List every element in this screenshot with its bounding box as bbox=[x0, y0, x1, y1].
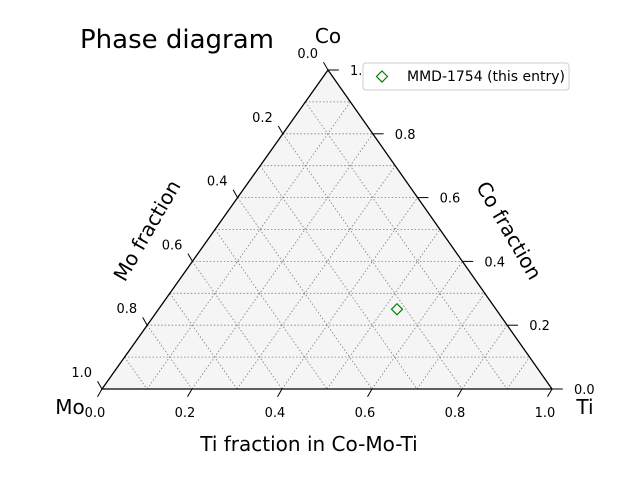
grid-line bbox=[506, 356, 530, 390]
chart-title: Phase diagram bbox=[80, 25, 274, 55]
data-points bbox=[390, 302, 404, 316]
legend-marker-shape bbox=[375, 70, 389, 83]
tick-label-bottom: 0.0 bbox=[85, 406, 106, 421]
tick-label-right: 0.8 bbox=[395, 128, 416, 143]
tick-mark-left bbox=[277, 125, 284, 135]
tick-label-right: 0.2 bbox=[529, 319, 550, 334]
tick-label-left: 0.8 bbox=[117, 302, 138, 317]
grid-line bbox=[305, 101, 508, 390]
legend-marker-diamond bbox=[375, 70, 389, 83]
grid-lines bbox=[124, 101, 530, 390]
vertex-label-left: Mo bbox=[55, 395, 85, 419]
grid-line bbox=[124, 356, 148, 390]
grid-line bbox=[237, 197, 373, 390]
tick-label-bottom: 1.0 bbox=[535, 406, 556, 421]
tick-mark-bottom bbox=[97, 388, 103, 398]
triangle-border bbox=[100, 68, 554, 390]
axis-label-right: Co fraction bbox=[471, 177, 546, 284]
vertex-label-right: Ti bbox=[575, 395, 593, 419]
grid-line bbox=[282, 133, 463, 390]
grid-line bbox=[146, 101, 351, 390]
tick-mark-bottom bbox=[187, 388, 193, 398]
grid-line bbox=[371, 261, 463, 390]
tick-label-left: 0.4 bbox=[207, 175, 228, 190]
legend-entry-label: MMD-1754 (this entry) bbox=[407, 69, 565, 85]
tick-label-right: 0.6 bbox=[440, 192, 461, 207]
tick-mark-left bbox=[187, 253, 193, 262]
tick-label-left: 0.2 bbox=[252, 111, 273, 126]
tick-mark-bottom bbox=[547, 388, 553, 398]
grid-line bbox=[236, 165, 396, 390]
legend-box bbox=[362, 62, 570, 91]
legend: MMD-1754 (this entry) bbox=[362, 62, 570, 91]
grid-line bbox=[461, 324, 508, 390]
tick-label-bottom: 0.2 bbox=[175, 406, 196, 421]
tick-mark-left bbox=[232, 189, 239, 198]
grid-line bbox=[214, 229, 328, 390]
tick-label-left: 0.0 bbox=[297, 47, 318, 62]
tick-label-bottom: 0.4 bbox=[265, 406, 286, 421]
tick-mark-bottom bbox=[277, 388, 283, 398]
vertex-label-top: Co bbox=[315, 24, 341, 48]
axis-label-bottom: Ti fraction in Co-Mo-Ti bbox=[199, 432, 417, 456]
tick-label-left: 0.6 bbox=[162, 238, 183, 253]
axis-label-left: Mo fraction bbox=[108, 176, 185, 286]
grid-line bbox=[146, 324, 193, 390]
tick-label-right: 0.0 bbox=[574, 383, 595, 398]
grid-line bbox=[192, 261, 283, 390]
tick-mark-left bbox=[323, 61, 329, 71]
tick-label-left: 1.0 bbox=[71, 366, 92, 381]
tick-mark-bottom bbox=[457, 388, 463, 398]
tick-mark-left bbox=[97, 380, 103, 390]
grid-line bbox=[326, 229, 441, 390]
grid-line bbox=[281, 197, 418, 390]
tick-label-bottom: 0.8 bbox=[445, 406, 466, 421]
tick-label-right: 0.4 bbox=[484, 255, 505, 270]
tick-mark-bottom bbox=[367, 388, 373, 398]
axis-ticks: 0.0 0.2 0.4 0.6 0.8 1.0 0.0 0.2 0.4 0.6 0.8 1.0 0.0 0… bbox=[71, 47, 594, 421]
tick-label-bottom: 0.6 bbox=[355, 406, 376, 421]
tick-mark-left bbox=[142, 317, 148, 326]
data-point bbox=[390, 302, 404, 316]
